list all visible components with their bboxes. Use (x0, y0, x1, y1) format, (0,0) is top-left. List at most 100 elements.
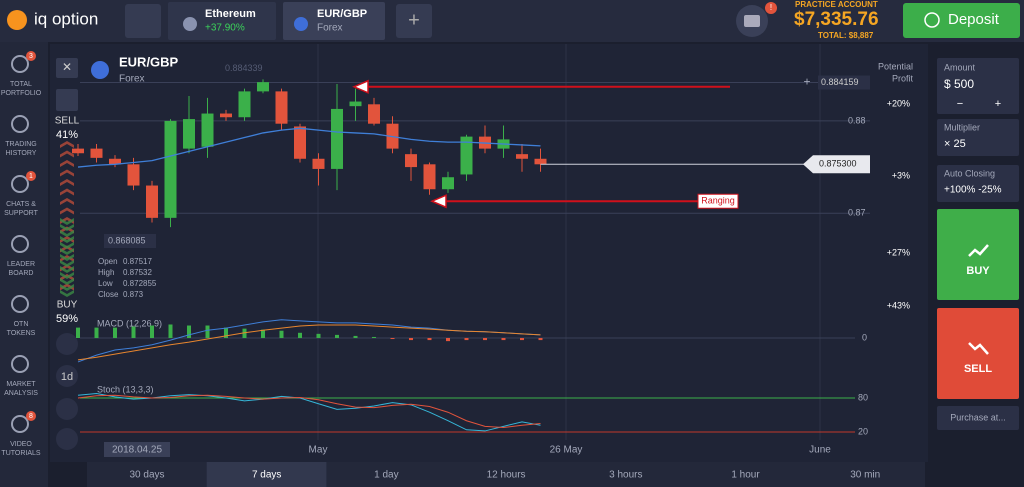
candle-body (183, 119, 195, 149)
profit-heading: Profit (892, 73, 914, 83)
purchase-text: Purchase at... (950, 412, 1006, 422)
amount-label: Amount (944, 62, 976, 72)
close-chart[interactable] (56, 58, 78, 78)
add-tab[interactable] (396, 4, 432, 38)
macd-bar (316, 333, 321, 338)
signal-line (77, 324, 541, 361)
sentiment-chevron (60, 188, 74, 196)
low-marker: 0.868085 (108, 235, 146, 245)
macd-bar (298, 332, 302, 338)
tab-name: EUR/GBP (317, 8, 367, 20)
macd-bar (261, 329, 265, 338)
timeframe[interactable]: 3 hours (609, 470, 642, 481)
arrow-head (430, 194, 447, 209)
asset-subtitle: Forex (119, 74, 145, 85)
macd-bar (409, 338, 413, 341)
sentiment-chevron (60, 218, 74, 225)
macd-label: MACD (12,26,9) (97, 318, 162, 328)
badge (26, 171, 36, 181)
info-value: 0.873 (123, 290, 144, 299)
sidebar-label: SUPPORT (4, 210, 38, 217)
auto-box[interactable] (937, 165, 1019, 202)
plus[interactable]: + (995, 98, 1001, 110)
balance[interactable]: $7,335.76 (794, 9, 879, 30)
sidebar-icon[interactable] (11, 355, 29, 373)
sentiment-chevron (60, 169, 74, 177)
timeframe[interactable]: 12 hours (487, 470, 526, 481)
stoch-tick: 80 (858, 392, 868, 402)
sell-label: SELL (55, 116, 80, 127)
add-level[interactable]: + (803, 75, 810, 89)
multiplier-box[interactable] (937, 119, 1019, 156)
sidebar-label: CHATS & (6, 201, 36, 208)
macd-bar (446, 338, 450, 342)
macd-bar (353, 335, 358, 338)
tab-name: Ethereum (205, 8, 256, 20)
info-label: Close (98, 290, 119, 299)
profit-heading: Potential (878, 61, 913, 71)
sidebar-icon[interactable] (11, 235, 29, 253)
macd-bar (427, 338, 432, 341)
sell-button[interactable] (937, 308, 1019, 399)
high-marker: 0.884339 (225, 63, 263, 73)
sidebar-icon[interactable] (11, 415, 29, 433)
minus[interactable]: − (957, 98, 963, 110)
grid-button[interactable] (125, 4, 161, 38)
arrow-head (352, 79, 369, 94)
buy-pct: 59% (56, 313, 78, 325)
tool-button[interactable] (56, 428, 78, 450)
macd-bar (168, 324, 173, 338)
x-label: June (809, 445, 831, 456)
amount-box[interactable] (937, 58, 1019, 114)
stoch-d (77, 394, 541, 429)
timeframe[interactable]: 1 hour (731, 470, 760, 481)
low-box (104, 234, 156, 248)
asset-title[interactable]: EUR/GBP (119, 54, 179, 69)
tool-button[interactable] (56, 398, 78, 420)
candle-body (72, 148, 84, 154)
current-price-label: 0.875300 (819, 159, 857, 169)
tool-button[interactable] (56, 365, 78, 387)
sidebar-icon[interactable] (11, 175, 29, 193)
stoch-tick: 20 (858, 426, 868, 436)
sidebar-label: BOARD (9, 270, 34, 277)
timeframe[interactable]: 7 days (252, 470, 281, 481)
level-box (818, 75, 870, 90)
candle-body (423, 164, 436, 190)
tab-icon (183, 17, 197, 31)
deposit-button[interactable] (903, 3, 1020, 38)
tab-sub: Forex (317, 23, 343, 34)
timeframe[interactable]: 1 day (374, 470, 398, 481)
info-value: 0.87532 (123, 268, 152, 277)
sidebar-label: LEADER (7, 261, 35, 268)
info-value: 0.87517 (123, 257, 152, 266)
purchase-box[interactable] (937, 406, 1019, 430)
annotation-box (697, 193, 739, 209)
sentiment-chevron (60, 242, 74, 249)
logo: iq option (34, 9, 98, 28)
macd-bar (131, 326, 136, 338)
candle-body (164, 120, 177, 218)
timeframe[interactable]: 30 min (850, 470, 880, 481)
macd-bar (205, 325, 210, 338)
badge (26, 51, 36, 61)
timeframe[interactable]: 30 days (129, 470, 164, 481)
tab[interactable] (168, 2, 276, 40)
moving-average (77, 127, 541, 168)
candle-body (331, 108, 343, 169)
buy-button[interactable] (937, 209, 1019, 300)
candle-body (534, 158, 547, 165)
sentiment-chevron (60, 248, 74, 255)
expand[interactable] (56, 89, 78, 111)
sidebar-icon[interactable] (11, 55, 29, 73)
tool-button[interactable] (56, 333, 78, 355)
sidebar-icon[interactable] (11, 115, 29, 133)
deposit-text: Deposit (948, 11, 1000, 28)
candle-body (275, 91, 288, 124)
deposit-icon (924, 12, 940, 28)
macd-tick: 0 (862, 332, 867, 342)
candle-body (220, 113, 232, 118)
sidebar-label: TOTAL (10, 81, 32, 88)
tab-active[interactable] (283, 2, 385, 40)
sidebar-icon[interactable] (11, 295, 29, 313)
